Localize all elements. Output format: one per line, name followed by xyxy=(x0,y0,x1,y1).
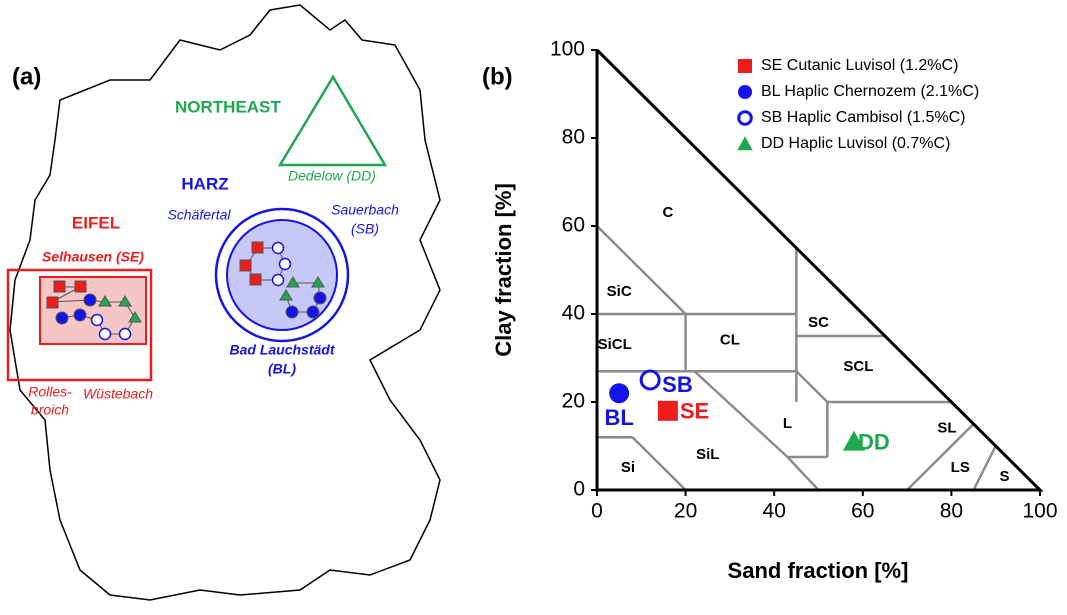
site-label: Dedelow (DD) xyxy=(288,168,376,184)
point-label: SB xyxy=(662,372,693,397)
site-label: Selhausen (SE) xyxy=(42,249,144,265)
y-tick-label: 20 xyxy=(562,390,585,413)
texture-class-label: C xyxy=(662,204,673,221)
texture-class-label: CL xyxy=(720,331,740,348)
site-label: (BL) xyxy=(268,361,296,377)
region-label: HARZ xyxy=(181,174,228,193)
x-tick-label: 100 xyxy=(1022,500,1057,523)
site-label: (SB) xyxy=(351,221,379,237)
x-tick-label: 20 xyxy=(674,500,697,523)
legend-marker xyxy=(738,85,752,99)
legend-label: SE Cutanic Luvisol (1.2%C) xyxy=(761,57,958,74)
data-point xyxy=(609,383,630,404)
class-boundary xyxy=(786,456,820,491)
harz-sites xyxy=(239,241,327,319)
class-boundary xyxy=(693,370,789,458)
point-label: BL xyxy=(604,405,633,430)
texture-triangle xyxy=(595,48,1044,492)
x-tick-label: 80 xyxy=(940,500,963,523)
legend-marker xyxy=(737,110,753,126)
texture-class-label: SiL xyxy=(696,446,719,463)
legend-label: BL Haplic Chernozem (2.1%C) xyxy=(761,83,979,100)
data-point xyxy=(657,400,678,421)
texture-class-label: SL xyxy=(937,419,956,436)
texture-chart: (b) Sand fraction [%] Clay fraction [%] xyxy=(482,63,908,582)
y-tick-label: 100 xyxy=(550,38,585,61)
region-label: NORTHEAST xyxy=(175,97,281,116)
map: (a) NORTHEAST Dedelow (DD) HARZ Schäfert… xyxy=(6,4,441,601)
eifel-sites xyxy=(46,280,142,341)
texture-class-label: SC xyxy=(808,314,829,331)
class-boundary xyxy=(631,436,687,491)
y-tick-label: 80 xyxy=(562,126,585,149)
site-label: Rolles- xyxy=(28,384,72,400)
class-boundary xyxy=(906,423,975,491)
data-point xyxy=(842,430,865,451)
point-label: DD xyxy=(858,429,890,454)
x-tick-label: 0 xyxy=(591,500,603,523)
eifel-box xyxy=(6,268,153,382)
legend-label: DD Haplic Luvisol (0.7%C) xyxy=(761,135,950,152)
y-axis-title: Clay fraction [%] xyxy=(491,183,516,357)
panel-label: (b) xyxy=(482,63,513,90)
harz-inner xyxy=(226,219,338,331)
site-label: Sauerbach xyxy=(331,202,399,218)
texture-class-label: LS xyxy=(951,459,970,476)
panel-label: (a) xyxy=(12,63,41,90)
point-label: SE xyxy=(680,399,709,424)
legend-marker xyxy=(737,136,753,151)
site-label: broich xyxy=(31,402,69,418)
class-boundary xyxy=(795,370,829,403)
texture-class-label: Si xyxy=(621,459,635,476)
y-tick-label: 60 xyxy=(562,214,585,237)
legend-label: SB Haplic Cambisol (1.5%C) xyxy=(761,109,966,126)
legend-marker xyxy=(738,59,752,73)
region-label: EIFEL xyxy=(72,213,120,232)
x-tick-label: 40 xyxy=(763,500,786,523)
site-label: Bad Lauchstädt xyxy=(229,342,335,358)
texture-class-label: SCL xyxy=(843,358,873,375)
x-axis-title: Sand fraction [%] xyxy=(728,558,909,583)
texture-class-label: L xyxy=(783,415,792,432)
class-boundary xyxy=(596,225,687,315)
x-tick-label: 60 xyxy=(851,500,874,523)
data-point xyxy=(639,369,661,391)
class-boundary xyxy=(972,445,997,491)
site-label: Wüstebach xyxy=(83,386,153,402)
texture-class-label: SiCL xyxy=(598,336,632,353)
texture-class-label: SiC xyxy=(607,283,632,300)
y-tick-label: 40 xyxy=(562,302,585,325)
northeast-triangle xyxy=(277,74,388,167)
y-tick-label: 0 xyxy=(573,478,585,501)
site-label: Schäfertal xyxy=(167,207,231,223)
texture-class-label: S xyxy=(1000,468,1010,485)
